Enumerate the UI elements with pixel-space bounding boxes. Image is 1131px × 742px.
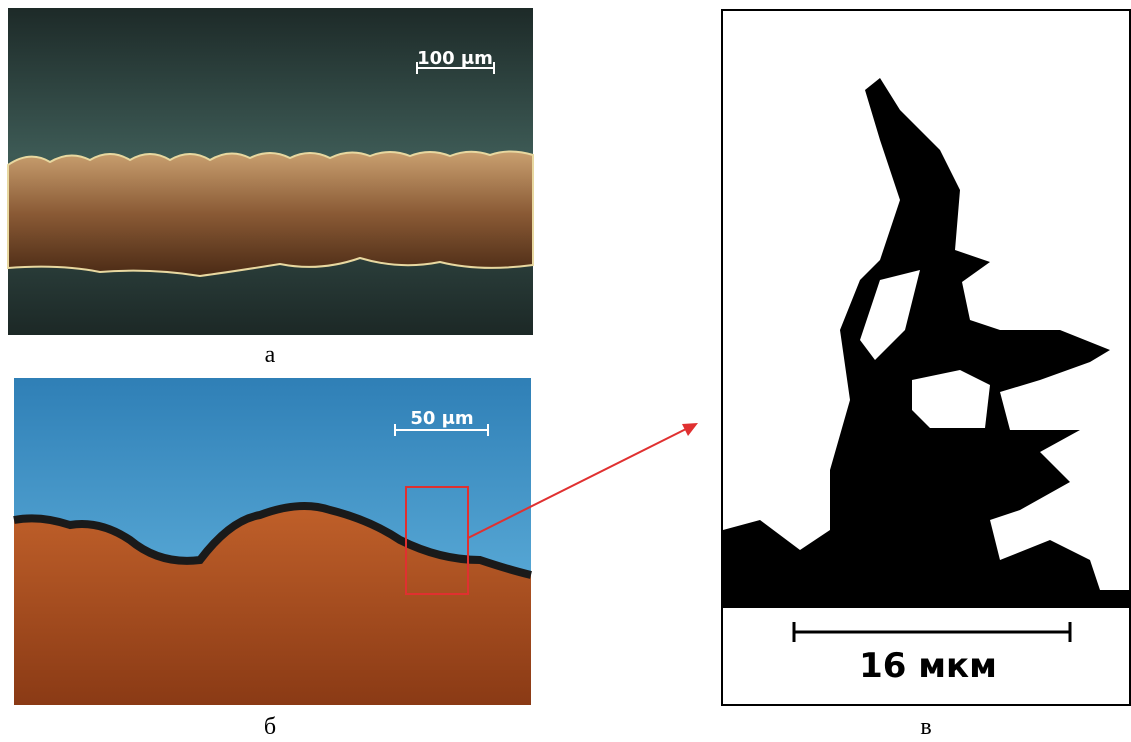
panel-a: 100 μm а [8, 8, 533, 368]
panel-c: 16 мкм в [722, 10, 1130, 740]
caption: а [265, 342, 276, 368]
scale-label: 16 мкм [859, 646, 997, 686]
figure: 100 μm а 50 μm б 16 мкм в [0, 0, 1131, 742]
caption: в [920, 714, 931, 740]
groove [8, 152, 533, 277]
panel-b: 50 μm б [14, 378, 531, 740]
scale-label: 100 μm [417, 48, 493, 69]
caption: б [264, 714, 276, 740]
page: 100 μm а 50 μm б 16 мкм в (() => { const… [0, 0, 1131, 742]
scale-label: 50 μm [410, 408, 473, 429]
